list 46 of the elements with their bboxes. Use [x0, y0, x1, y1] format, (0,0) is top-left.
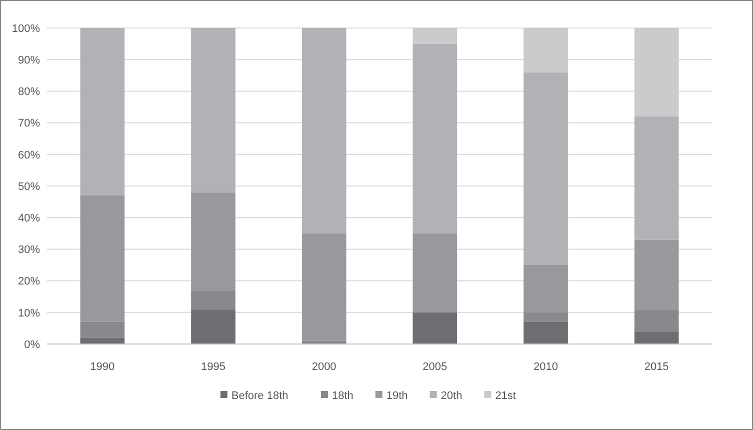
legend-label: 21st: [495, 390, 516, 402]
bar: [634, 331, 679, 344]
bar: [302, 233, 346, 341]
bar: [524, 312, 568, 322]
x-tick-label: 2005: [422, 360, 448, 373]
bar: [302, 28, 346, 234]
bar: [524, 265, 568, 312]
y-tick-label: 80%: [18, 86, 40, 98]
legend-label: 20th: [440, 390, 462, 402]
bar: [634, 240, 679, 310]
bar: [524, 28, 568, 72]
y-tick-label: 20%: [18, 276, 40, 288]
bar: [191, 309, 236, 344]
bar: [80, 195, 125, 322]
x-tick-label: 2010: [534, 360, 558, 373]
y-tick-label: 100%: [12, 22, 40, 35]
y-tick-label: 10%: [18, 307, 40, 320]
bar: [412, 44, 458, 234]
bar: [412, 312, 458, 344]
bar: [80, 322, 125, 338]
bar: [191, 192, 236, 290]
bar: [80, 28, 125, 196]
y-tick-label: 60%: [18, 149, 40, 162]
x-tick-label: 2015: [644, 360, 669, 373]
y-tick-label: 50%: [18, 180, 40, 193]
bar: [524, 322, 568, 344]
bar: [191, 28, 236, 192]
y-tick-label: 70%: [18, 118, 40, 130]
bar: [634, 309, 679, 332]
y-tick-label: 0%: [24, 338, 40, 351]
x-tick-label: 1995: [201, 360, 226, 373]
bar: [191, 290, 236, 310]
bar: [412, 233, 458, 312]
bar: [634, 116, 679, 240]
bar: [80, 338, 125, 344]
bar: [524, 72, 568, 265]
x-tick-label: 2000: [312, 360, 336, 373]
legend-label: 19th: [386, 390, 408, 402]
legend-label: 18th: [332, 390, 354, 402]
x-tick-label: 1990: [90, 360, 115, 373]
y-tick-label: 40%: [18, 212, 40, 224]
y-tick-label: 90%: [18, 54, 40, 66]
bar: [634, 28, 679, 116]
y-tick-label: 30%: [18, 244, 40, 256]
legend-label: Before 18th: [231, 390, 288, 402]
bar: [412, 28, 458, 44]
